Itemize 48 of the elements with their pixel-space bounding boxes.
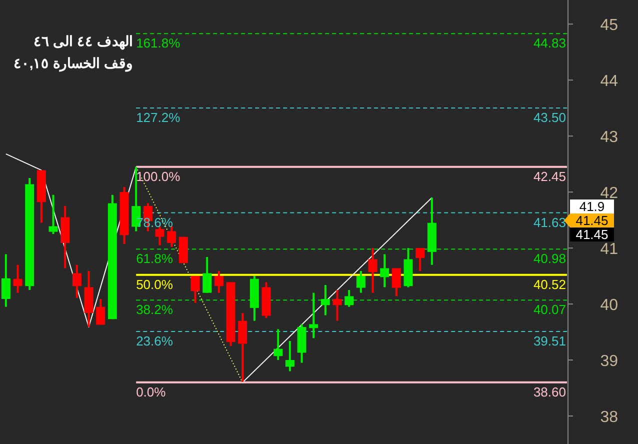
ref-line-label: 40.52 bbox=[533, 276, 566, 292]
y-tick-label: 38 bbox=[600, 409, 618, 426]
y-tick-label: 40 bbox=[600, 297, 618, 314]
y-tick-label: 43 bbox=[600, 129, 618, 146]
candlestick bbox=[392, 267, 401, 298]
ref-line-label: 40.98 bbox=[533, 251, 566, 266]
ref-line-label: 39.51 bbox=[533, 333, 566, 348]
text: 41.45 bbox=[576, 227, 608, 242]
annotation: 0.0% bbox=[136, 384, 166, 400]
candlestick bbox=[72, 264, 82, 299]
candlestick bbox=[202, 256, 212, 294]
candlestick bbox=[1, 253, 10, 308]
candlestick bbox=[274, 328, 283, 362]
annotation: الهدف ٤٤ الى ٤٦ bbox=[33, 33, 133, 50]
text: 41.45 bbox=[576, 213, 608, 228]
ref-line-label: 42.45 bbox=[533, 168, 566, 184]
candlestick bbox=[214, 270, 224, 294]
ref-line-label: 44.83 bbox=[533, 36, 566, 51]
annotation: 50.0% bbox=[136, 276, 174, 292]
candlestick bbox=[309, 292, 318, 340]
y-tick-label: 45 bbox=[600, 17, 618, 34]
annotation: 161.8% bbox=[136, 36, 181, 51]
candlestick bbox=[48, 194, 58, 236]
ref-line-label: 40.07 bbox=[533, 302, 566, 318]
ref-line-label: 41.63 bbox=[533, 214, 566, 230]
annotation: 127.2% bbox=[136, 110, 181, 126]
ref-line-label: 43.50 bbox=[533, 110, 566, 126]
annotation: 61.8% bbox=[136, 251, 174, 266]
candlestick bbox=[285, 340, 294, 372]
candlestick bbox=[416, 247, 425, 272]
candlestick bbox=[320, 284, 330, 316]
y-tick-label: 44 bbox=[600, 73, 618, 90]
candlestick bbox=[332, 289, 342, 322]
candlestick bbox=[344, 289, 354, 308]
y-tick-label: 41 bbox=[600, 241, 618, 258]
candlestick bbox=[368, 247, 378, 294]
ref-line-label: 38.60 bbox=[533, 384, 566, 400]
candlestick bbox=[96, 298, 106, 326]
candlestick bbox=[190, 275, 200, 304]
candlestick bbox=[238, 312, 248, 383]
annotation: 23.6% bbox=[136, 333, 174, 348]
candlestick bbox=[13, 264, 22, 294]
y-tick-label: 39 bbox=[600, 353, 618, 370]
candlestick bbox=[380, 253, 390, 288]
annotation: وقف الخسارة ٤٠,١٥ bbox=[13, 55, 133, 72]
candlestick bbox=[356, 270, 366, 294]
annotation: 38.2% bbox=[136, 302, 174, 318]
annotation: 100.0% bbox=[136, 168, 181, 184]
